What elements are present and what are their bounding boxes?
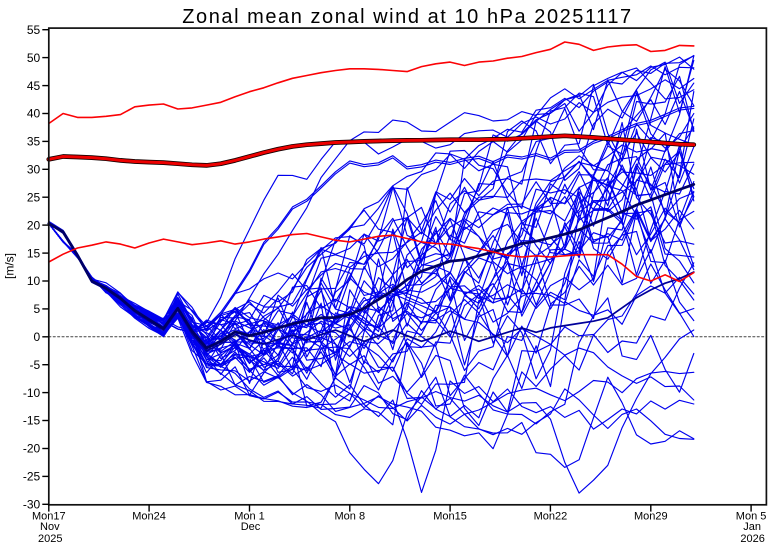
svg-text:[m/s]: [m/s]	[3, 253, 17, 279]
svg-text:30: 30	[27, 163, 41, 177]
svg-text:35: 35	[27, 135, 41, 149]
svg-text:Mon17: Mon17	[32, 511, 66, 523]
svg-text:2025: 2025	[38, 533, 62, 545]
svg-text:Jan: Jan	[743, 521, 761, 533]
svg-text:Mon 8: Mon 8	[335, 511, 366, 523]
svg-text:15: 15	[27, 246, 41, 260]
svg-text:Mon 5: Mon 5	[736, 511, 767, 523]
svg-text:40: 40	[27, 107, 41, 121]
svg-text:-20: -20	[23, 442, 41, 456]
svg-text:20: 20	[27, 218, 41, 232]
svg-text:10: 10	[27, 274, 41, 288]
svg-text:-10: -10	[23, 386, 41, 400]
svg-text:Mon22: Mon22	[534, 511, 568, 523]
svg-text:50: 50	[27, 51, 41, 65]
svg-text:-25: -25	[23, 470, 41, 484]
svg-text:25: 25	[27, 190, 41, 204]
svg-text:0: 0	[34, 330, 41, 344]
svg-text:55: 55	[27, 23, 41, 37]
svg-text:2026: 2026	[740, 533, 764, 545]
svg-text:-5: -5	[30, 358, 41, 372]
svg-text:-15: -15	[23, 414, 41, 428]
svg-text:Dec: Dec	[241, 521, 261, 533]
svg-text:Mon29: Mon29	[634, 511, 668, 523]
svg-text:Nov: Nov	[40, 521, 60, 533]
svg-text:Mon15: Mon15	[433, 511, 467, 523]
svg-text:Mon24: Mon24	[132, 511, 166, 523]
svg-text:45: 45	[27, 79, 41, 93]
svg-text:-30: -30	[23, 498, 41, 512]
svg-text:5: 5	[34, 302, 41, 316]
svg-text:Mon 1: Mon 1	[234, 511, 265, 523]
svg-text:Zonal mean zonal wind at 10 hP: Zonal mean zonal wind at 10 hPa 20251117	[182, 6, 632, 28]
